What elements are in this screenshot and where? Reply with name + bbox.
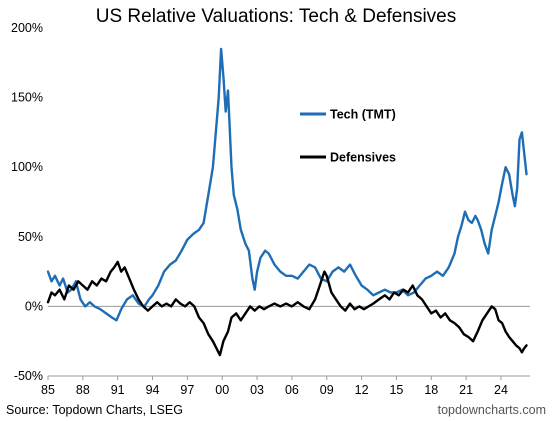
y-tick-label: 50% xyxy=(18,230,43,244)
x-tick-label: 85 xyxy=(41,383,55,397)
legend-label: Tech (TMT) xyxy=(330,108,396,122)
axes: -50% 0% 50% 100% 150% 200% 85 88 91 94 97 00 03 06 09 1… xyxy=(11,21,530,397)
y-tick-label: -50% xyxy=(14,369,43,383)
x-tick-label: 12 xyxy=(355,383,369,397)
legend-label: Defensives xyxy=(330,151,396,165)
source-note: Source: Topdown Charts, LSEG xyxy=(6,403,183,417)
x-tick-label: 97 xyxy=(180,383,194,397)
x-tick-label: 88 xyxy=(76,383,90,397)
y-tick-label: 150% xyxy=(11,91,43,105)
legend: Tech (TMT) Defensives xyxy=(300,108,396,165)
x-tick-label: 24 xyxy=(494,383,508,397)
y-tick-label: 0% xyxy=(25,299,43,313)
series-line-tech-tmt xyxy=(46,47,528,322)
x-tick-label: 00 xyxy=(215,383,229,397)
series-layer xyxy=(46,47,528,357)
y-tick-label: 200% xyxy=(11,21,43,35)
watermark: topdowncharts.com xyxy=(438,403,546,417)
x-tick-label: 94 xyxy=(146,383,160,397)
x-tick-label: 18 xyxy=(424,383,438,397)
y-tick-label: 100% xyxy=(11,160,43,174)
chart-title: US Relative Valuations: Tech & Defensive… xyxy=(96,6,456,27)
series-line-defensives xyxy=(46,260,528,357)
x-tick-label: 06 xyxy=(285,383,299,397)
x-tick-label: 91 xyxy=(111,383,125,397)
x-tick-label: 21 xyxy=(459,383,473,397)
x-tick-label: 09 xyxy=(320,383,334,397)
x-tick-label: 03 xyxy=(250,383,264,397)
x-tick-label: 15 xyxy=(389,383,403,397)
